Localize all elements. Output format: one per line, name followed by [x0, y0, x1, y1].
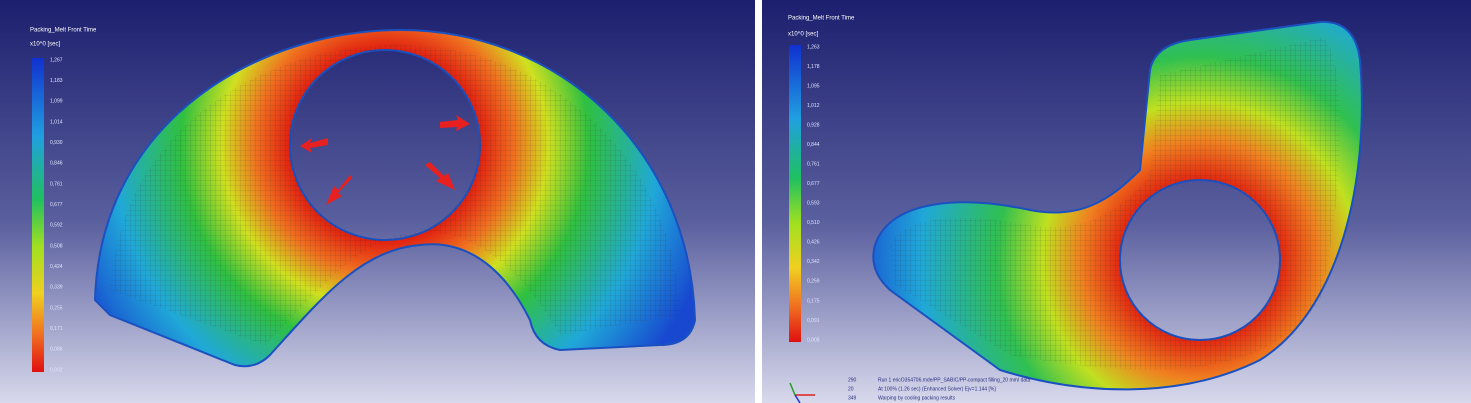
result-title: Packing_Melt Front Time: [788, 16, 855, 22]
status-line: At 100% (1.26 sec) (Enhanced Solver) Ejv…: [878, 386, 996, 392]
scale-label: 0,342: [807, 259, 820, 265]
scale-label: 1,012: [807, 103, 820, 109]
status-number: 290: [848, 377, 857, 383]
status-text: 290 Run 1 ericO354706.mde/PP_SABIC/PP-com…: [848, 377, 1031, 401]
scale-labels: 1,267 1,183 1,099 1,014 0,930 0,846 0,761 0,677…: [50, 57, 63, 373]
color-bar: [32, 58, 44, 372]
scale-label: 0,677: [50, 202, 63, 208]
status-line: Warping by cooling packing results: [878, 395, 956, 401]
scale-label: 0,846: [50, 161, 63, 167]
scale-label: 0,171: [50, 326, 63, 332]
status-number: 20: [848, 386, 854, 392]
mesh: [110, 45, 680, 345]
scale-label: 1,183: [50, 78, 63, 84]
scale-label: 0,175: [807, 298, 820, 304]
scale-label: 0,426: [807, 240, 820, 246]
scale-label: 0,424: [50, 264, 63, 270]
left-panel: Packing_Melt Front Time x10^0 [sec] 1,26…: [0, 0, 755, 403]
scale-label: 0,592: [50, 223, 63, 229]
scale-label: 0,086: [50, 347, 63, 353]
scale-label: 0,928: [807, 122, 820, 128]
scale-labels: 1,263 1,178 1,095 1,012 0,928 0,844 0,761 0,677…: [807, 44, 820, 343]
scale-label: 1,099: [50, 99, 63, 105]
scale-label: 1,178: [807, 64, 820, 70]
scale-label: 0,510: [807, 220, 820, 226]
scale-label: 1,014: [50, 119, 63, 125]
scale-label: 0,593: [807, 201, 820, 207]
unit-label: x10^0 [sec]: [30, 42, 60, 48]
scale-label: 1,095: [807, 83, 820, 89]
scale-label: 0,930: [50, 140, 63, 146]
unit-label: x10^0 [sec]: [788, 32, 818, 38]
right-panel: Packing_Melt Front Time x10^0 [sec] 1,26…: [762, 0, 1471, 403]
scale-label: 1,263: [807, 44, 820, 50]
scale-label: 0,091: [807, 318, 820, 324]
scale-label: 0,761: [807, 162, 820, 168]
color-bar: [789, 45, 801, 342]
scale-label: 0,844: [807, 142, 820, 148]
scale-label: 0,761: [50, 181, 63, 187]
scale-label: 0,259: [807, 279, 820, 285]
arrows: [300, 115, 470, 205]
scale-label: 0,339: [50, 285, 63, 291]
scale-label: 0,255: [50, 305, 63, 311]
status-line: Run 1 ericO354706.mde/PP_SABIC/PP-compac…: [878, 377, 1031, 383]
scale-label: 1,267: [50, 57, 63, 63]
scale-label: 0,002: [50, 367, 63, 373]
result-title: Packing_Melt Front Time: [30, 28, 97, 34]
status-number: 349: [848, 395, 857, 401]
scale-label: 0,008: [807, 337, 820, 343]
scale-label: 0,508: [50, 243, 63, 249]
scale-label: 0,677: [807, 181, 820, 187]
axis-triad: [789, 382, 815, 403]
mesh: [890, 38, 1340, 370]
